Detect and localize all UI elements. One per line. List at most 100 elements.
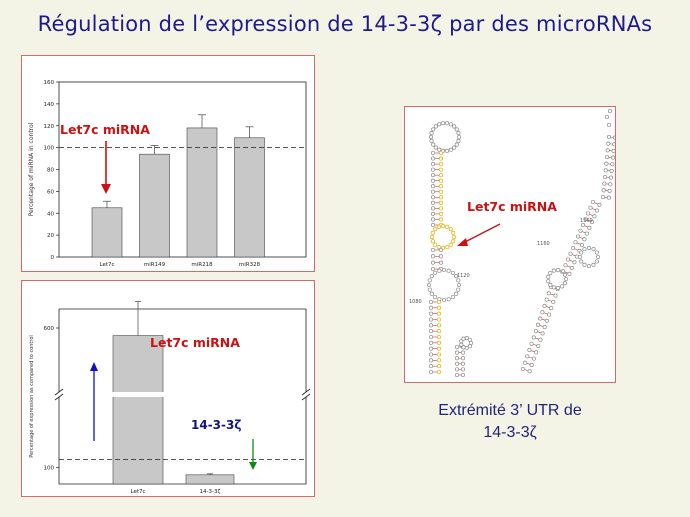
nucleotide xyxy=(610,155,616,160)
nucleotide xyxy=(560,284,565,289)
bar-miR218 xyxy=(186,127,218,258)
nucleotide xyxy=(441,297,447,303)
nucleotide xyxy=(438,195,444,200)
let7c-arrow-head xyxy=(101,184,111,194)
plot-frame xyxy=(58,308,307,485)
gene-annotation: 14-3-3ζ xyxy=(191,418,241,432)
bar-miR328 xyxy=(234,137,265,258)
nucleotide xyxy=(454,350,460,355)
nucleotide xyxy=(451,230,456,235)
let7c-annotation-2: Let7c miRNA xyxy=(150,335,240,350)
nucleotide xyxy=(454,344,460,350)
nucleotide xyxy=(440,121,446,126)
nucleotide xyxy=(597,202,602,207)
nucleotide xyxy=(454,274,459,279)
caption-line-1: Extrémité 3’ UTR de xyxy=(438,402,582,419)
nucleotide xyxy=(533,329,538,334)
nucleotide xyxy=(464,345,469,350)
nucleotide xyxy=(456,131,461,136)
expression-chart: 100 600 Percentage of expression as compar… xyxy=(29,301,311,495)
nucleotide xyxy=(602,181,607,186)
nucleotide xyxy=(436,311,442,316)
nucleotide xyxy=(527,369,532,374)
nucleotide xyxy=(433,270,438,275)
nucleotide xyxy=(546,274,551,279)
nucleotide xyxy=(546,312,552,317)
nucleotide xyxy=(583,217,588,222)
nucleotide xyxy=(591,262,596,267)
bar-14-3-3ζ xyxy=(185,474,235,485)
nucleotide xyxy=(612,142,617,147)
y-tick-label: 600 xyxy=(44,326,55,332)
nucleotide xyxy=(542,325,547,330)
nucleotide xyxy=(436,224,441,229)
nucleotide xyxy=(538,337,543,342)
caption: Extrémité 3’ UTR de 14-3-3ζ xyxy=(400,400,620,444)
nucleotide xyxy=(567,271,572,276)
nucleotide xyxy=(582,237,587,242)
nucleotide xyxy=(430,200,436,205)
y-tick-label: 140 xyxy=(44,102,55,108)
x-tick-label: miR149 xyxy=(144,262,166,268)
nucleotide xyxy=(460,356,466,361)
nucleotide xyxy=(436,305,442,310)
nucleotide xyxy=(551,285,556,290)
nucleotide xyxy=(456,134,462,140)
nucleotide xyxy=(454,367,460,372)
nucleotide xyxy=(459,339,464,344)
nucleotide xyxy=(579,259,584,264)
nucleotide xyxy=(430,254,436,259)
nucleotide xyxy=(563,276,569,282)
nucleotide xyxy=(436,299,442,305)
nucleotide xyxy=(438,254,444,259)
y-tick-label: 120 xyxy=(44,124,55,130)
nucleotide xyxy=(436,364,442,369)
y-axis-label: Percentage of miRNA in control xyxy=(28,122,35,216)
nucleotide xyxy=(438,206,444,211)
nucleotide xyxy=(428,329,434,334)
nucleotide xyxy=(594,208,599,213)
nucleotide xyxy=(551,268,556,273)
bar-miR149 xyxy=(139,153,170,258)
position-label-1160: 1160 xyxy=(537,241,550,247)
nucleotide xyxy=(604,154,610,160)
nucleotide xyxy=(444,121,450,126)
rna-structure-diagram: Let7c miRNA 1160 1360 1120 1080 xyxy=(409,108,618,378)
nucleotide xyxy=(438,156,444,161)
nucleotide xyxy=(454,291,459,296)
nucleotide xyxy=(430,217,436,222)
nucleotide xyxy=(606,134,612,140)
nucleotide xyxy=(544,297,549,302)
axis-break-right xyxy=(301,388,311,396)
nucleotide xyxy=(438,162,444,167)
nucleotide xyxy=(606,195,612,200)
nucleotide xyxy=(454,356,460,361)
nucleotide xyxy=(568,251,573,256)
nucleotide xyxy=(430,206,436,211)
increase-arrow-head xyxy=(90,362,98,371)
nucleotide xyxy=(436,245,441,250)
nucleotide xyxy=(440,223,446,229)
nucleotide xyxy=(460,367,466,372)
nucleotide xyxy=(461,336,466,341)
nucleotide xyxy=(464,336,469,341)
binding-arrow xyxy=(464,223,501,243)
expression-chart-panel: 100 600 Percentage of expression as compar… xyxy=(21,280,315,497)
nucleotide xyxy=(438,200,444,205)
nucleotide xyxy=(538,316,543,321)
nucleotide xyxy=(579,242,584,248)
nucleotide xyxy=(428,305,434,310)
nucleotide xyxy=(536,322,541,327)
nucleotide xyxy=(608,182,613,187)
nucleotide xyxy=(429,291,434,296)
nucleotide xyxy=(436,329,442,334)
nucleotide xyxy=(446,297,451,302)
nucleotide xyxy=(426,282,432,288)
nucleotide xyxy=(452,145,457,150)
nucleotide xyxy=(461,345,466,350)
nucleotide xyxy=(438,247,444,253)
nucleotide xyxy=(451,239,456,244)
nucleotide xyxy=(431,127,436,132)
nucleotide xyxy=(433,124,438,129)
nucleotide xyxy=(438,167,444,172)
